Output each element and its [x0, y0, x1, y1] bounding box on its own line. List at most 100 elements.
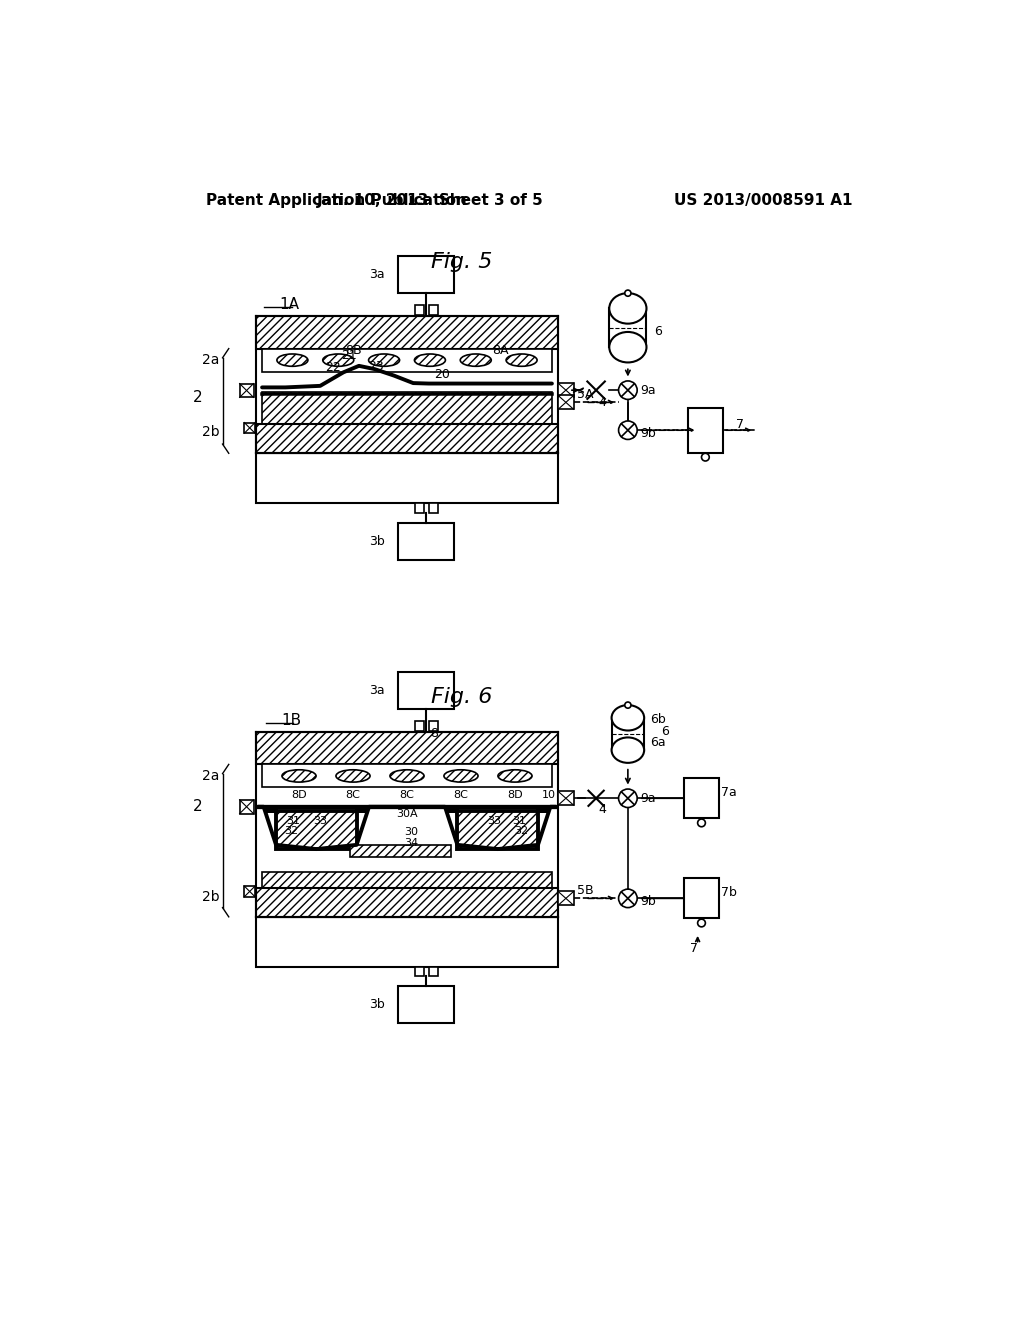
Text: 1A: 1A	[280, 297, 299, 313]
Text: 7: 7	[736, 417, 744, 430]
Bar	[256, 733, 558, 764]
Bar	[558, 792, 573, 805]
Text: 2: 2	[193, 391, 203, 405]
Text: 8B: 8B	[345, 343, 361, 356]
Text: 2b: 2b	[202, 425, 220, 438]
Text: 2a: 2a	[202, 354, 219, 367]
Ellipse shape	[611, 738, 644, 763]
Text: 20: 20	[434, 368, 450, 380]
Bar	[256, 424, 558, 453]
Bar	[558, 383, 573, 397]
Text: US 2013/0008591 A1: US 2013/0008591 A1	[674, 193, 853, 209]
Bar	[415, 503, 424, 512]
Bar	[256, 917, 558, 966]
Text: 33: 33	[313, 816, 328, 825]
Bar	[256, 317, 558, 348]
Text: 10: 10	[542, 791, 556, 800]
Ellipse shape	[609, 331, 646, 363]
Text: 5B: 5B	[577, 884, 593, 898]
Bar	[398, 256, 455, 293]
Bar	[558, 891, 573, 906]
Bar	[245, 422, 255, 433]
Bar	[429, 503, 438, 512]
Circle shape	[697, 818, 706, 826]
Ellipse shape	[498, 770, 532, 781]
Text: 8C: 8C	[399, 791, 415, 800]
Text: 9a: 9a	[640, 792, 656, 805]
Bar	[398, 986, 455, 1023]
Bar	[240, 384, 254, 397]
Text: 6a: 6a	[650, 737, 666, 750]
Bar	[558, 396, 573, 409]
Bar	[415, 305, 424, 314]
Text: 5A: 5A	[577, 388, 593, 401]
Text: 6: 6	[662, 725, 669, 738]
Text: 8: 8	[430, 727, 438, 741]
Text: 6b: 6b	[650, 713, 666, 726]
Bar	[429, 721, 438, 730]
Text: Jan. 10, 2013  Sheet 3 of 5: Jan. 10, 2013 Sheet 3 of 5	[316, 193, 544, 209]
Bar	[429, 966, 438, 977]
Text: 32: 32	[285, 826, 299, 837]
Bar	[262, 348, 552, 372]
Bar	[684, 779, 719, 818]
Ellipse shape	[282, 770, 316, 781]
Text: 9b: 9b	[640, 426, 656, 440]
Bar	[350, 845, 452, 857]
Ellipse shape	[390, 770, 424, 781]
Text: 3b: 3b	[369, 535, 385, 548]
Text: 31: 31	[286, 816, 300, 825]
Text: 9a: 9a	[640, 384, 656, 397]
Circle shape	[625, 290, 631, 296]
Ellipse shape	[460, 354, 492, 367]
Ellipse shape	[369, 354, 399, 367]
Bar	[429, 305, 438, 314]
Text: Patent Application Publication: Patent Application Publication	[206, 193, 466, 209]
Circle shape	[618, 421, 637, 440]
Ellipse shape	[444, 770, 478, 781]
Text: 4: 4	[598, 804, 606, 816]
Text: 33: 33	[486, 816, 501, 825]
Bar	[684, 878, 719, 919]
Text: 8A: 8A	[493, 343, 509, 356]
Text: 34: 34	[403, 838, 418, 847]
Text: 7a: 7a	[721, 785, 736, 799]
Circle shape	[618, 789, 637, 808]
Circle shape	[618, 890, 637, 908]
Ellipse shape	[323, 354, 353, 367]
Text: 2b: 2b	[202, 890, 220, 904]
Text: 22: 22	[326, 362, 341, 374]
Bar	[415, 966, 424, 977]
Bar	[415, 721, 424, 730]
Text: 30A: 30A	[396, 809, 418, 820]
Circle shape	[697, 919, 706, 927]
Ellipse shape	[415, 354, 445, 367]
Text: 30: 30	[403, 828, 418, 837]
Text: 3a: 3a	[369, 684, 385, 697]
Text: 6: 6	[654, 325, 663, 338]
Text: 8D: 8D	[291, 791, 307, 800]
Bar	[240, 800, 254, 813]
Text: 9b: 9b	[640, 895, 656, 908]
Text: 7b: 7b	[721, 886, 736, 899]
Text: 7: 7	[690, 942, 697, 954]
Text: 2: 2	[193, 799, 203, 814]
Text: 3b: 3b	[369, 998, 385, 1011]
Ellipse shape	[611, 705, 644, 730]
Text: 31: 31	[512, 816, 526, 825]
Ellipse shape	[609, 293, 646, 323]
Bar	[256, 887, 558, 917]
Bar	[262, 764, 552, 788]
Bar	[611, 718, 644, 750]
Text: 8C: 8C	[345, 791, 360, 800]
Text: 21: 21	[341, 348, 356, 362]
Bar	[609, 309, 646, 347]
Bar	[256, 453, 558, 503]
Text: 2a: 2a	[202, 770, 219, 783]
Text: 8D: 8D	[507, 791, 523, 800]
Ellipse shape	[336, 770, 370, 781]
Bar	[262, 392, 552, 424]
Circle shape	[701, 453, 710, 461]
Text: 8C: 8C	[454, 791, 468, 800]
Bar	[245, 886, 255, 896]
